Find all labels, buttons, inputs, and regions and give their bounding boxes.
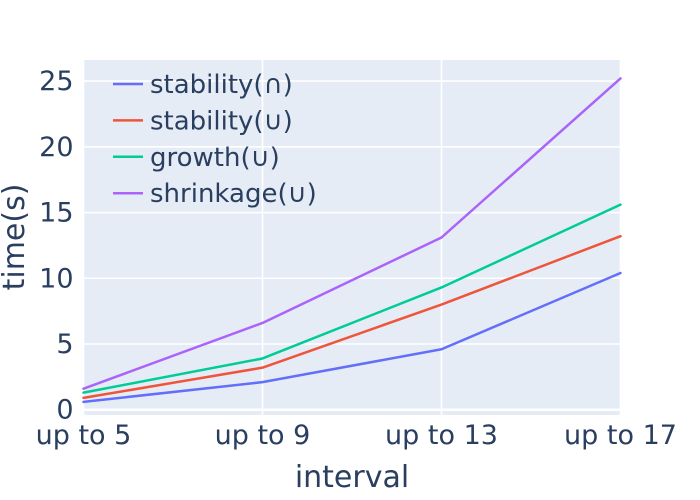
series-line-2-growth[interactable] [82,203,622,394]
legend-label: growth(∪) [150,143,280,173]
y-tick-label: 25 [39,66,73,97]
x-tick-label: up to 5 [36,420,132,451]
legend-item-3-shrinkage[interactable]: shrinkage(∪) [113,179,317,209]
y-axis-title: time(s) [0,184,32,291]
series-line-1-stability[interactable] [82,234,622,400]
y-tick-label: 0 [56,395,73,426]
y-tick-label: 5 [56,329,73,360]
series-line-3-shrinkage[interactable] [82,77,622,390]
x-tick-label: up to 9 [215,420,311,451]
legend-item-2-growth[interactable]: growth(∪) [113,143,280,173]
x-tick-label: up to 13 [385,420,498,451]
y-tick-label: 15 [39,198,73,229]
legend-label: stability(∩) [150,70,293,100]
x-tick-label: up to 17 [564,420,677,451]
legend-label: stability(∪) [150,106,293,136]
legend-item-0-stability[interactable]: stability(∩) [113,70,293,100]
x-axis-title: interval [295,460,409,495]
y-tick-label: 20 [39,132,73,163]
legend-label: shrinkage(∪) [150,179,317,209]
y-tick-label: 10 [39,263,73,294]
series-line-0-stability[interactable] [82,271,622,404]
legend-item-1-stability[interactable]: stability(∪) [113,106,293,136]
legend: stability(∩) stability(∪) growth(∪) shrinka… [113,70,317,209]
